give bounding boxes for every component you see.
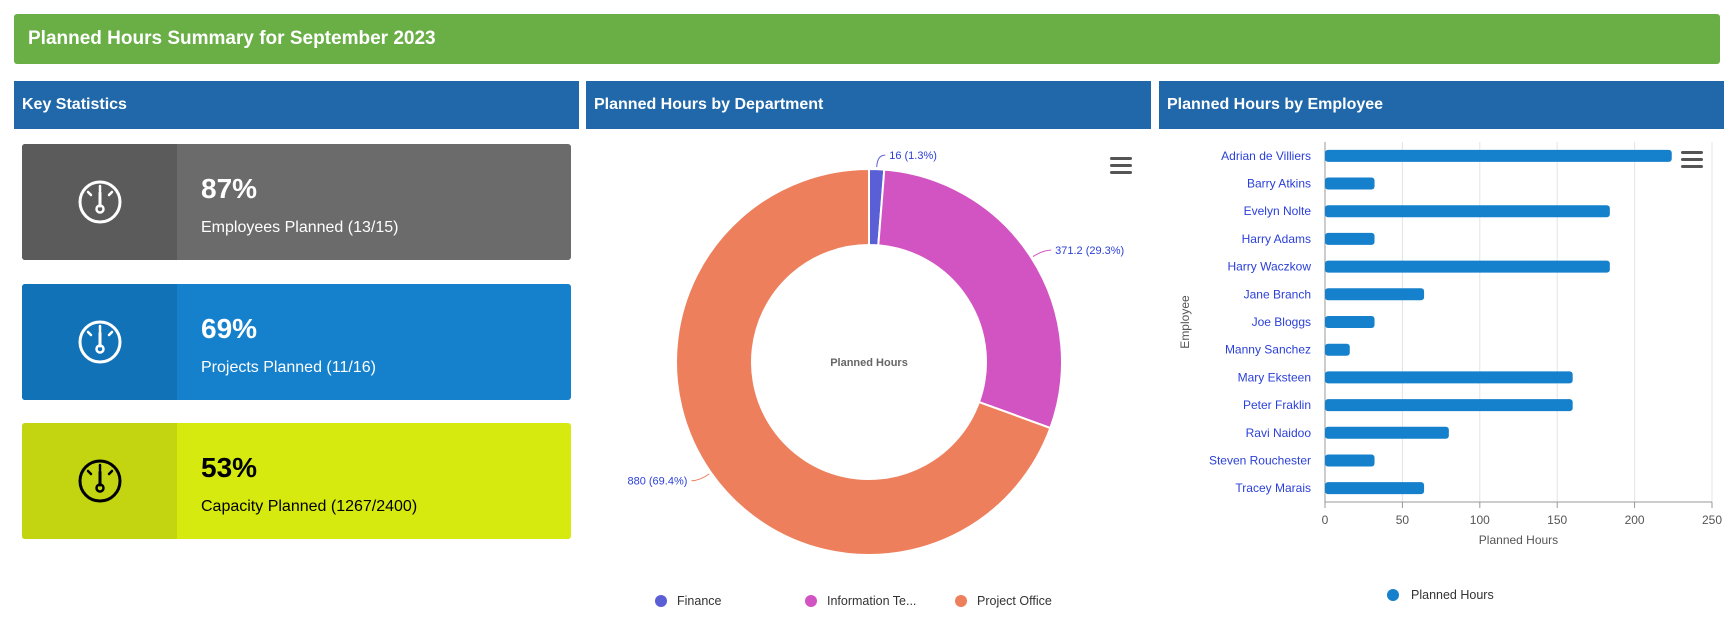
stat-label: Capacity Planned (1267/2400) <box>201 498 418 515</box>
panel-title: Key Statistics <box>22 96 127 113</box>
bar <box>1325 482 1425 495</box>
data-label: 16 (1.3%) <box>889 150 937 162</box>
bar <box>1325 232 1375 245</box>
page-banner: Planned Hours Summary for September 2023 <box>14 14 1720 64</box>
bar <box>1325 288 1425 301</box>
legend-item: Project Office <box>977 594 1052 608</box>
donut-slice <box>877 168 1063 430</box>
panel-title: Planned Hours by Department <box>594 96 824 113</box>
chart-menu-icon[interactable] <box>1110 157 1132 175</box>
legend-marker <box>955 595 967 607</box>
panel-header-employee: Planned Hours by Employee <box>1159 81 1724 129</box>
x-tick-label: 0 <box>1322 513 1329 527</box>
page-title: Planned Hours Summary for September 2023 <box>28 28 436 49</box>
y-axis-title: Employee <box>1178 295 1192 349</box>
legend-marker <box>805 595 817 607</box>
legend-marker <box>655 595 667 607</box>
stat-body: 69% Projects Planned (11/16) <box>177 284 571 400</box>
y-tick-label: Adrian de Villiers <box>1221 149 1311 163</box>
bar <box>1325 454 1375 467</box>
bar <box>1325 260 1610 273</box>
y-tick-label: Steven Rouchester <box>1209 453 1311 467</box>
stat-icon-box <box>22 284 177 400</box>
x-tick-label: 150 <box>1547 513 1567 527</box>
y-tick-label: Peter Fraklin <box>1243 398 1311 412</box>
data-label: 371.2 (29.3%) <box>1055 245 1124 257</box>
stat-icon-box <box>22 144 177 260</box>
panel-header-key-statistics: Key Statistics <box>14 81 579 129</box>
stat-body: 53% Capacity Planned (1267/2400) <box>177 423 571 539</box>
stat-label: Projects Planned (11/16) <box>201 359 376 376</box>
stat-icon-box <box>22 423 177 539</box>
panel-header-department: Planned Hours by Department <box>586 81 1151 129</box>
data-label-connector <box>1032 249 1052 257</box>
data-label-connector <box>876 154 886 168</box>
y-tick-label: Barry Atkins <box>1247 177 1311 191</box>
donut-center-label: Planned Hours <box>830 357 908 369</box>
legend-item: Planned Hours <box>1411 588 1494 602</box>
stat-value: 69% <box>201 313 258 344</box>
bar <box>1325 343 1350 356</box>
bar <box>1325 426 1449 439</box>
legend-item: Finance <box>677 594 722 608</box>
stat-card-capacity: 53% Capacity Planned (1267/2400) <box>22 423 571 539</box>
bar <box>1325 399 1573 412</box>
y-tick-label: Mary Eksteen <box>1238 370 1311 384</box>
data-label: 880 (69.4%) <box>627 476 687 488</box>
bar <box>1325 177 1375 190</box>
x-tick-label: 200 <box>1625 513 1645 527</box>
gauge-icon <box>78 180 121 224</box>
bar <box>1325 316 1375 328</box>
chart-menu-icon[interactable] <box>1681 151 1703 169</box>
legend-item: Information Te... <box>827 594 916 608</box>
panel-title: Planned Hours by Employee <box>1167 96 1384 113</box>
data-label-connector <box>691 473 710 482</box>
stat-card-employees: 87% Employees Planned (13/15) <box>22 144 571 260</box>
stat-body: 87% Employees Planned (13/15) <box>177 144 571 260</box>
y-tick-label: Jane Branch <box>1244 287 1311 301</box>
gauge-icon <box>78 459 121 503</box>
y-tick-label: Joe Bloggs <box>1252 315 1311 329</box>
y-tick-label: Evelyn Nolte <box>1244 204 1312 218</box>
y-tick-label: Harry Adams <box>1242 232 1311 246</box>
x-tick-label: 100 <box>1470 513 1490 527</box>
x-tick-label: 250 <box>1702 513 1722 527</box>
stat-label: Employees Planned (13/15) <box>201 219 399 236</box>
y-tick-label: Ravi Naidoo <box>1246 426 1312 440</box>
y-tick-label: Manny Sanchez <box>1225 343 1311 357</box>
legend-marker <box>1387 589 1399 601</box>
donut-slice <box>675 167 1052 556</box>
bar <box>1325 371 1573 384</box>
employee-bar-chart: 0 50 100 150 200 250 Adrian de Villiers Barry A… <box>1178 142 1722 602</box>
stat-value: 53% <box>201 452 258 483</box>
stat-card-projects: 69% Projects Planned (11/16) <box>22 284 571 400</box>
y-tick-label: Tracey Marais <box>1235 481 1311 495</box>
department-donut-chart: 16 (1.3%) 371.2 (29.3%) 880 (69.4%) Planned… <box>627 150 1124 608</box>
gauge-icon <box>78 320 121 364</box>
stat-value: 87% <box>201 173 258 204</box>
bar <box>1325 205 1610 218</box>
x-tick-label: 50 <box>1396 513 1410 527</box>
x-axis-title: Planned Hours <box>1479 533 1558 547</box>
bar <box>1325 149 1672 162</box>
y-tick-label: Harry Waczkow <box>1227 260 1311 274</box>
